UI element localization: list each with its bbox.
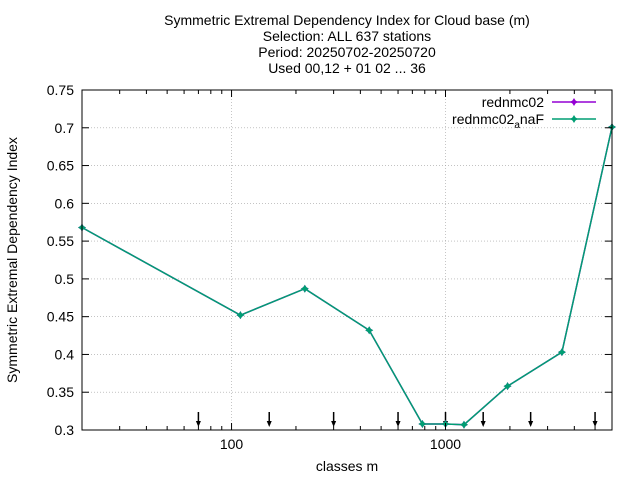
title-line-1: Symmetric Extremal Dependency Index for …: [164, 12, 530, 28]
y-tick-label: 0.75: [47, 82, 74, 98]
x-tick-label: 100: [220, 436, 244, 452]
title-line-4: Used 00,12 + 01 02 ... 36: [268, 60, 426, 76]
series-point: [459, 420, 468, 429]
y-tick-label: 0.35: [47, 384, 74, 400]
series-point: [300, 284, 309, 293]
y-tick-label: 0.65: [47, 158, 74, 174]
series-point: [236, 311, 245, 320]
class-marker-head: [331, 421, 337, 427]
legend-swatch-point: [570, 98, 578, 106]
class-marker-head: [528, 421, 534, 427]
y-tick-label: 0.6: [55, 195, 75, 211]
class-markers: [195, 412, 598, 427]
class-marker-head: [480, 421, 486, 427]
y-tick-label: 0.3: [55, 422, 75, 438]
class-marker-head: [395, 421, 401, 427]
y-tick-label: 0.7: [55, 120, 75, 136]
series-point: [503, 382, 512, 391]
y-tick-label: 0.5: [55, 271, 75, 287]
plot-frame: [81, 89, 613, 431]
title-line-3: Period: 20250702-20250720: [258, 44, 436, 60]
series-point: [557, 348, 566, 357]
series-1: [78, 123, 616, 429]
y-tick-label: 0.4: [55, 346, 75, 362]
chart-title: Symmetric Extremal Dependency Index for …: [164, 12, 530, 76]
series-point: [418, 419, 427, 428]
class-marker-head: [195, 421, 201, 427]
legend-label: rednmc02: [482, 94, 544, 110]
grid: [82, 90, 612, 430]
axis-ticks: 0.3 0.35 0.4 0.45 0.5 0.55 0.6 0.65 0.7 0.75 100 10…: [47, 82, 613, 452]
y-tick-label: 0.45: [47, 309, 74, 325]
class-marker-head: [266, 421, 272, 427]
series-2: [78, 123, 616, 429]
y-axis-label: Symmetric Extremal Dependency Index: [4, 137, 20, 383]
x-axis-label: classes m: [316, 458, 378, 474]
series: [78, 123, 616, 429]
series-point: [365, 326, 374, 335]
legend-label: rednmc02anaF: [452, 111, 544, 131]
y-tick-label: 0.55: [47, 233, 74, 249]
title-line-2: Selection: ALL 637 stations: [263, 28, 431, 44]
x-tick-label: 1000: [430, 436, 461, 452]
series-line: [81, 126, 613, 426]
series-line: [81, 126, 613, 426]
class-marker-head: [592, 421, 598, 427]
legend-swatch-point: [570, 115, 578, 123]
